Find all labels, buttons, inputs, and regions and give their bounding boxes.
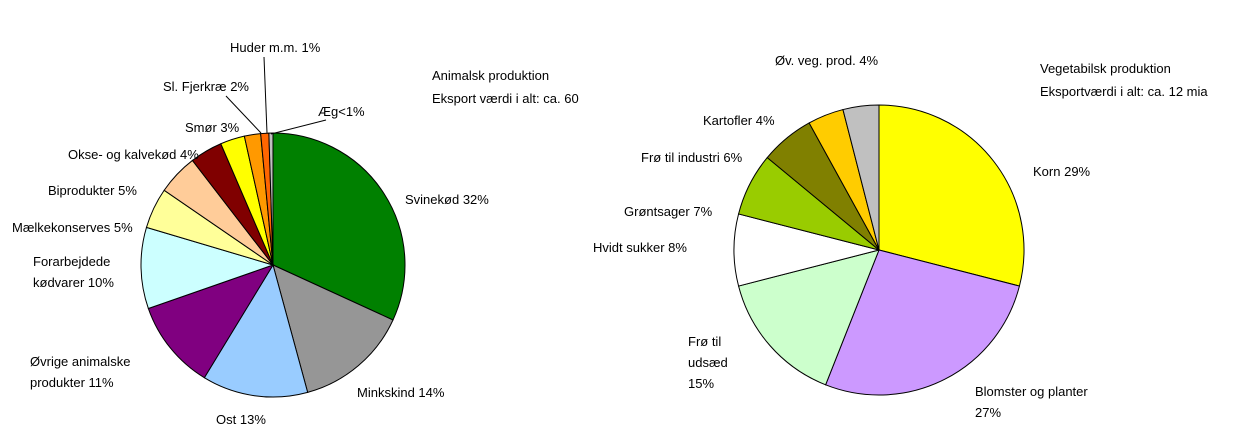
slice-label: Øv. veg. prod. 4%	[775, 50, 878, 71]
slice-label: Grøntsager 7%	[624, 201, 712, 222]
category-name: Minkskind	[357, 385, 415, 400]
slice-label: Mælkekonserves 5%	[12, 217, 133, 238]
slice-label: Frø til industri 6%	[641, 147, 742, 168]
category-name: Kartofler	[703, 113, 753, 128]
value-label: 14%	[418, 385, 445, 400]
category-name: Okse- og kalvekød	[68, 147, 177, 162]
pie-slice	[737, 249, 880, 386]
value-label: 32%	[462, 192, 489, 207]
category-name: Æg	[318, 104, 339, 119]
title: Vegetabilsk produktion	[1040, 61, 1171, 76]
slice-label: Korn 29%	[1033, 161, 1090, 182]
chart-title: Vegetabilsk produktion	[1040, 57, 1242, 80]
category-name: Frø til industri	[641, 150, 720, 165]
slice-label: Øvrige animalske produkter 11%	[30, 351, 180, 393]
value-label: 4%	[180, 147, 199, 162]
value-label: 7%	[693, 204, 713, 219]
slice-label: Blomster og planter 27%	[975, 381, 1115, 423]
leader-line	[225, 95, 262, 134]
value-label: 6%	[723, 150, 743, 165]
value-label: 11%	[88, 375, 114, 390]
title: Animalsk produktion	[432, 68, 550, 83]
value-label: 3%	[220, 120, 240, 135]
value-label: 10%	[87, 275, 114, 290]
chart-title: Animalsk produktion	[432, 64, 590, 87]
slice-label: Frø til udsæd 15%	[688, 331, 748, 394]
category-name: Korn	[1033, 164, 1061, 179]
category-name: Biprodukter	[48, 183, 115, 198]
slice-label: Kartofler 4%	[703, 110, 775, 131]
value-label: <1%	[338, 104, 365, 119]
value-label: 8%	[668, 240, 687, 255]
slice-label: Forarbejdede kødvarer 10%	[33, 251, 123, 293]
slice-label: Hvidt sukker 8%	[593, 237, 687, 258]
value-label: 1%	[301, 40, 321, 55]
value-label: 4%	[755, 113, 775, 128]
category-name: Huder m.m.	[230, 40, 298, 55]
value-label: 2%	[230, 79, 249, 94]
pie-slice	[878, 104, 1025, 287]
category-name: Frø til udsæd	[688, 334, 728, 370]
category-name: Sl. Fjerkræ	[163, 79, 227, 94]
category-name: Smør	[185, 120, 217, 135]
pie-slice	[824, 249, 1021, 396]
category-name: Hvidt sukker	[593, 240, 665, 255]
chart-subtitle: Eksportværdi i alt: ca. 12 mia	[1040, 80, 1242, 103]
category-name: Ost	[216, 412, 237, 427]
subtitle: Eksport værdi i alt: ca. 60	[432, 91, 579, 106]
pie-slice	[272, 264, 394, 393]
value-label: 5%	[113, 220, 133, 235]
leader-line	[270, 119, 327, 135]
category-name: Grøntsager	[624, 204, 690, 219]
slice-label: Æg<1%	[318, 101, 365, 122]
category-name: Øv. veg. prod.	[775, 53, 856, 68]
category-name: Forarbejdede kødvarer	[33, 254, 111, 290]
slice-label: Smør 3%	[185, 117, 239, 138]
value-label: 13%	[239, 412, 266, 427]
leader-line	[263, 56, 268, 134]
pie-slice	[147, 264, 275, 379]
slice-label: Minkskind 14%	[357, 382, 444, 403]
pie-slice	[203, 263, 309, 398]
slice-label: Ost 13%	[216, 409, 266, 430]
value-label: 15%	[688, 376, 715, 391]
chart-subtitle: Eksport værdi i alt: ca. 60	[432, 87, 590, 110]
category-name: Mælkekonserves	[12, 220, 111, 235]
value-label: 4%	[859, 53, 879, 68]
pie-slice	[140, 226, 275, 310]
value-label: 27%	[975, 405, 1002, 420]
category-name: Øvrige animalske produkter	[30, 354, 131, 390]
category-name: Svinekød	[405, 192, 460, 207]
value-label: 29%	[1064, 164, 1091, 179]
slice-label: Biprodukter 5%	[48, 180, 137, 201]
pie-slice	[842, 104, 880, 251]
category-name: Blomster og planter	[975, 384, 1088, 399]
pie-slice	[272, 132, 406, 321]
slice-label: Svinekød 32%	[405, 189, 489, 210]
slice-label: Okse- og kalvekød 4%	[68, 144, 199, 165]
slice-label: Huder m.m. 1%	[230, 37, 320, 58]
value-label: 5%	[118, 183, 137, 198]
subtitle: Eksportværdi i alt: ca. 12 mia	[1040, 84, 1208, 99]
slice-label: Sl. Fjerkræ 2%	[163, 76, 249, 97]
